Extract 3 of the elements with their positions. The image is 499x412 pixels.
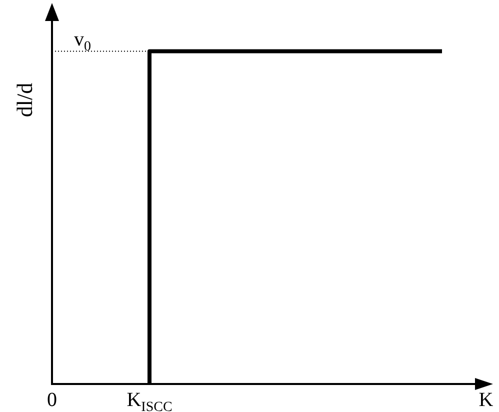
x-axis-title: K bbox=[478, 389, 494, 411]
x-tick-label: 0 bbox=[47, 389, 57, 411]
y-axis-title: dl/d bbox=[12, 82, 37, 118]
